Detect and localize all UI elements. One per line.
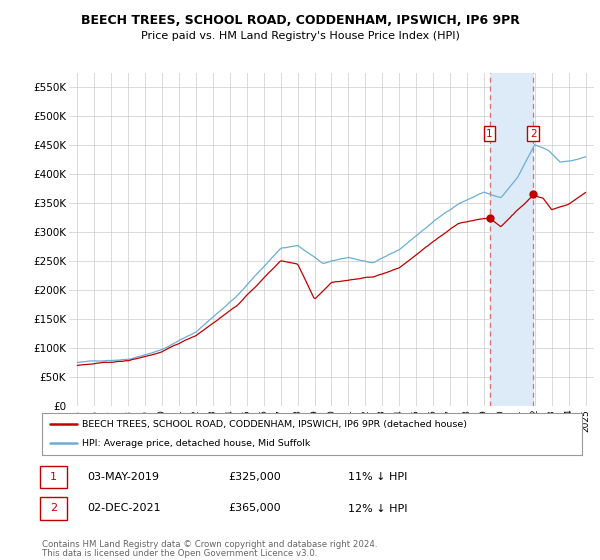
Text: Contains HM Land Registry data © Crown copyright and database right 2024.: Contains HM Land Registry data © Crown c… (42, 540, 377, 549)
Text: BEECH TREES, SCHOOL ROAD, CODDENHAM, IPSWICH, IP6 9PR: BEECH TREES, SCHOOL ROAD, CODDENHAM, IPS… (80, 14, 520, 27)
Text: BEECH TREES, SCHOOL ROAD, CODDENHAM, IPSWICH, IP6 9PR (detached house): BEECH TREES, SCHOOL ROAD, CODDENHAM, IPS… (83, 419, 467, 428)
Text: Price paid vs. HM Land Registry's House Price Index (HPI): Price paid vs. HM Land Registry's House … (140, 31, 460, 41)
Text: 1: 1 (486, 129, 493, 139)
Text: £365,000: £365,000 (228, 503, 281, 514)
Text: 2: 2 (530, 129, 536, 139)
Text: 02-DEC-2021: 02-DEC-2021 (87, 503, 161, 514)
Text: HPI: Average price, detached house, Mid Suffolk: HPI: Average price, detached house, Mid … (83, 439, 311, 448)
Text: £325,000: £325,000 (228, 472, 281, 482)
Bar (490, 73, 533, 406)
Text: 12% ↓ HPI: 12% ↓ HPI (348, 503, 407, 514)
Text: 2: 2 (50, 503, 57, 514)
Text: This data is licensed under the Open Government Licence v3.0.: This data is licensed under the Open Gov… (42, 549, 317, 558)
Text: 11% ↓ HPI: 11% ↓ HPI (348, 472, 407, 482)
Text: 1: 1 (50, 472, 57, 482)
Text: 03-MAY-2019: 03-MAY-2019 (87, 472, 159, 482)
